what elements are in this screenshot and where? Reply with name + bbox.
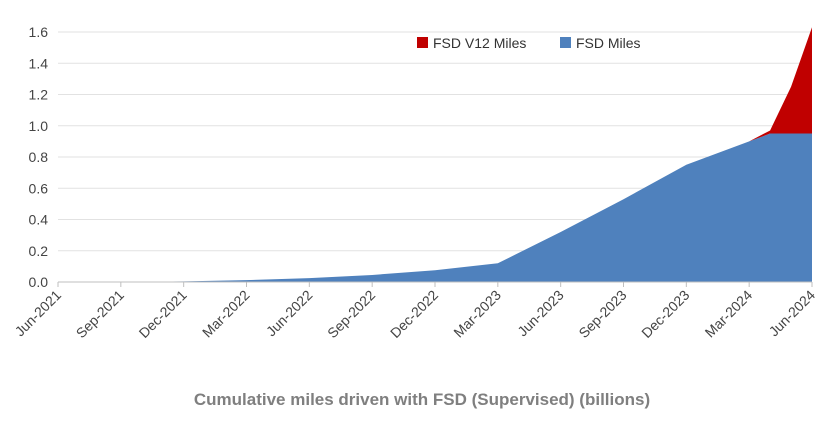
x-tick-label: Dec-2023	[638, 287, 692, 341]
x-tick-label: Mar-2023	[450, 287, 504, 341]
x-tick-label: Jun-2024	[766, 287, 819, 340]
y-tick-label: 1.4	[29, 55, 49, 71]
legend-label-fsd-v12-miles: FSD V12 Miles	[433, 35, 526, 51]
x-tick-label: Mar-2022	[199, 287, 253, 341]
y-tick-label: 0.6	[29, 180, 49, 196]
y-tick-label: 1.6	[29, 24, 49, 40]
legend: FSD V12 Miles FSD Miles	[417, 35, 641, 51]
x-tick-label: Sep-2021	[73, 287, 127, 341]
axes	[57, 281, 813, 287]
x-tick-label: Sep-2023	[575, 287, 629, 341]
legend-swatch-fsd-v12-miles	[417, 37, 428, 48]
y-tick-label: 0.2	[29, 243, 49, 259]
y-tick-label: 1.0	[29, 118, 49, 134]
legend-swatch-fsd-miles	[560, 37, 571, 48]
x-tick-label: Jun-2022	[263, 287, 316, 340]
y-tick-label: 1.2	[29, 87, 49, 103]
x-tick-label: Jun-2021	[12, 287, 65, 340]
y-tick-label: 0.4	[29, 212, 49, 228]
gridlines	[58, 31, 812, 252]
x-tick-label: Dec-2021	[136, 287, 190, 341]
x-tick-label: Mar-2024	[702, 287, 756, 341]
area-fsd-miles	[58, 133, 812, 282]
y-tick-label: 0.0	[29, 274, 49, 290]
y-tick-labels: 0.0 0.2 0.4 0.6 0.8 1.0 1.2 1.4 1.6	[29, 24, 49, 290]
x-tick-labels: Jun-2021 Sep-2021 Dec-2021 Mar-2022 Jun-2022…	[12, 287, 819, 341]
x-tick-label: Dec-2022	[387, 287, 441, 341]
chart-title: Cumulative miles driven with FSD (Superv…	[194, 390, 650, 409]
y-tick-label: 0.8	[29, 149, 49, 165]
area-fsd-v12-miles	[749, 27, 812, 142]
x-tick-label: Sep-2022	[324, 287, 378, 341]
x-tick-label: Jun-2023	[514, 287, 567, 340]
series-areas	[58, 27, 812, 282]
legend-label-fsd-miles: FSD Miles	[576, 35, 641, 51]
